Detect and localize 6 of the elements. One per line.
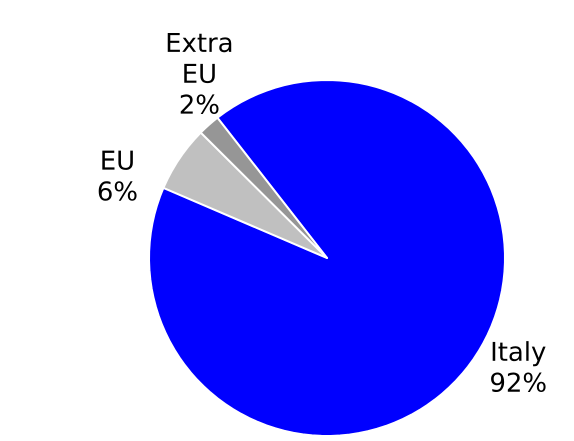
- slice-label: EU: [102, 150, 133, 170]
- slice-label: Extra EU: [168, 33, 232, 84]
- data-label: 6%: [98, 181, 137, 201]
- slice-label: Italy: [492, 341, 546, 366]
- data-label: 2%: [180, 94, 218, 114]
- data-label: 92%: [491, 372, 546, 392]
